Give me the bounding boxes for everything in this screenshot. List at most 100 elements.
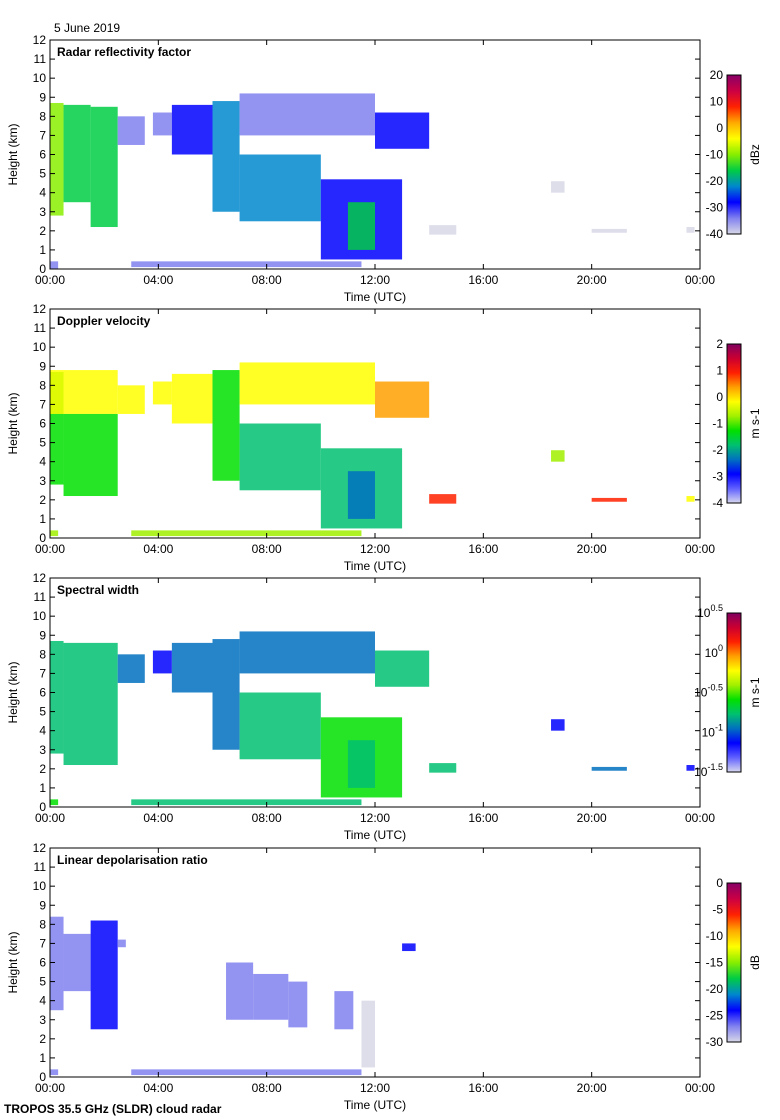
y-tick-label: 1	[39, 512, 46, 526]
data-cell	[131, 799, 362, 806]
data-cell	[50, 799, 59, 806]
data-cell	[63, 413, 118, 497]
data-cell	[239, 93, 375, 136]
tick-base: 10	[694, 765, 708, 779]
date-label: 5 June 2019	[54, 21, 120, 35]
x-tick-label: 00:00	[685, 273, 715, 287]
x-tick-label: 00:00	[35, 811, 65, 825]
panel-title: Spectral width	[57, 583, 139, 597]
y-tick-label: 7	[39, 666, 46, 680]
y-axis-label: Height (km)	[6, 392, 20, 454]
x-tick-label: 08:00	[252, 542, 282, 556]
x-tick-label: 00:00	[35, 542, 65, 556]
y-tick-label: 6	[39, 686, 46, 700]
colorbar-tick-label: -10	[706, 929, 724, 943]
y-tick-label: 12	[33, 571, 47, 585]
data-cell	[591, 766, 627, 771]
data-cell	[63, 642, 118, 766]
panel-0: Radar reflectivity factor012345678910111…	[6, 33, 762, 304]
data-cell	[50, 640, 64, 754]
y-tick-label: 8	[39, 647, 46, 661]
y-tick-label: 7	[39, 397, 46, 411]
y-tick-label: 2	[39, 762, 46, 776]
data-cell	[63, 104, 91, 203]
data-cell	[551, 181, 565, 193]
y-tick-label: 5	[39, 705, 46, 719]
data-cell	[375, 381, 430, 418]
x-tick-label: 08:00	[252, 1081, 282, 1095]
x-tick-label: 20:00	[577, 1081, 607, 1095]
data-cell	[239, 362, 375, 405]
data-cell	[212, 639, 240, 750]
colorbar-tick-label: 1	[716, 364, 723, 378]
data-cell	[402, 943, 416, 952]
y-tick-label: 8	[39, 378, 46, 392]
x-tick-label: 04:00	[143, 811, 173, 825]
colorbar-tick-label: -5	[712, 903, 723, 917]
data-cell	[90, 920, 118, 1030]
y-tick-label: 10	[33, 609, 47, 623]
y-tick-label: 7	[39, 128, 46, 142]
colorbar-tick-label: -40	[706, 227, 724, 241]
y-tick-label: 5	[39, 167, 46, 181]
y-tick-label: 8	[39, 109, 46, 123]
y-tick-label: 3	[39, 743, 46, 757]
data-cell	[171, 104, 213, 155]
colorbar-tick-label: 10-1	[702, 722, 723, 739]
colorbar-tick-label: 100.5	[697, 603, 723, 620]
data-cell	[226, 962, 254, 1020]
data-cell	[171, 642, 213, 693]
colorbar-tick-label: -30	[706, 1035, 724, 1049]
data-cell	[551, 450, 565, 462]
data-cell	[50, 1069, 59, 1076]
colorbar-tick-label: 20	[710, 68, 724, 82]
x-tick-label: 16:00	[468, 811, 498, 825]
data-cell	[375, 650, 430, 687]
y-tick-label: 9	[39, 628, 46, 642]
data-cell	[117, 939, 126, 948]
y-tick-label: 7	[39, 936, 46, 950]
colorbar-tick-label: -20	[706, 982, 724, 996]
y-tick-label: 5	[39, 975, 46, 989]
data-cell	[63, 933, 91, 992]
colorbar-label: m s-1	[748, 408, 762, 438]
colorbar-tick-label: -1	[712, 417, 723, 431]
data-cell	[347, 471, 375, 519]
y-tick-label: 11	[34, 321, 47, 335]
x-tick-label: 20:00	[577, 811, 607, 825]
data-cell	[152, 381, 172, 405]
data-cell	[117, 385, 145, 414]
data-cell	[239, 423, 321, 491]
tick-base: 10	[697, 606, 711, 620]
x-tick-label: 16:00	[468, 542, 498, 556]
tick-base: 10	[705, 646, 719, 660]
y-tick-label: 9	[39, 898, 46, 912]
y-tick-label: 1	[39, 243, 46, 257]
data-cell	[686, 227, 695, 233]
data-cell	[212, 370, 240, 481]
y-tick-label: 12	[33, 33, 47, 47]
data-cell	[50, 102, 64, 216]
x-tick-label: 00:00	[35, 1081, 65, 1095]
tick-exponent: -1.5	[707, 762, 723, 772]
tick-exponent: -0.5	[707, 683, 723, 693]
data-cell	[131, 261, 362, 268]
y-tick-label: 2	[39, 493, 46, 507]
panel-3: Linear depolarisation ratio0123456789101…	[6, 841, 762, 1112]
y-tick-label: 12	[33, 302, 47, 316]
x-axis-label: Time (UTC)	[344, 290, 406, 304]
colorbar	[726, 343, 742, 504]
colorbar-tick-label: 100	[705, 643, 723, 660]
y-tick-label: 11	[34, 52, 47, 66]
colorbar-tick-label: 10-0.5	[694, 683, 723, 700]
data-cell	[686, 765, 695, 771]
data-cell	[429, 763, 457, 773]
colorbar-tick-label: 10	[710, 95, 724, 109]
x-tick-label: 00:00	[685, 1081, 715, 1095]
colorbar-tick-label: 0	[716, 121, 723, 135]
x-tick-label: 08:00	[252, 811, 282, 825]
data-cell	[50, 530, 59, 537]
x-axis-label: Time (UTC)	[344, 828, 406, 842]
colorbar-label: dBz	[748, 144, 762, 165]
